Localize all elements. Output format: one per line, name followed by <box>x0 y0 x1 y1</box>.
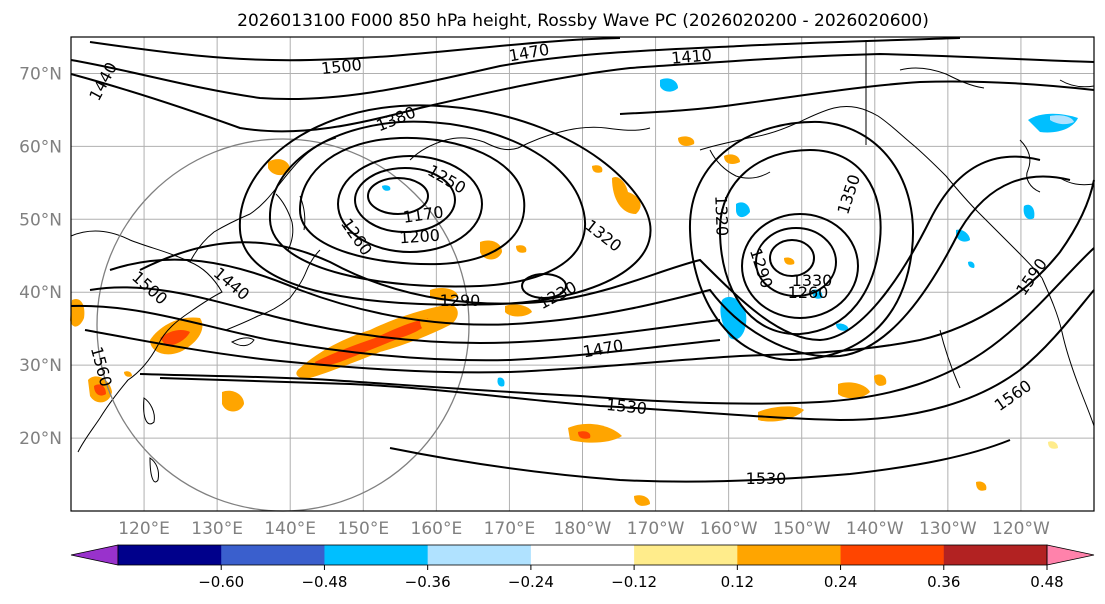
longitude-label: 160°E <box>411 519 463 539</box>
contour-label: 1530 <box>746 469 787 488</box>
longitude-label: 150°E <box>337 519 389 539</box>
colorbar-extend-high <box>1046 544 1095 566</box>
height-contours <box>70 37 1095 483</box>
longitude-label: 160°W <box>700 519 758 539</box>
colorbar-outline <box>117 544 1048 566</box>
latitude-label: 20°N <box>19 429 62 449</box>
contour-label: 1260 <box>788 283 829 302</box>
longitude-label: 170°W <box>627 519 685 539</box>
latitude-label: 40°N <box>19 283 62 303</box>
longitude-label: 140°E <box>264 519 316 539</box>
colorbar-segment <box>943 545 1048 565</box>
map-panel: 1470 1410 1500 1440 1380 1250 1170 1200 … <box>70 36 1095 512</box>
colorbar-tick-label: 0.36 <box>927 573 960 591</box>
longitude-label: 120°E <box>118 519 170 539</box>
colorbar-segment <box>840 545 945 565</box>
latitude-label: 60°N <box>19 137 62 157</box>
colorbar-tick-label: −0.48 <box>301 573 347 591</box>
contour-label: 1320 <box>711 195 731 236</box>
colorbar-segment <box>427 545 532 565</box>
longitude-labels: 120°E 130°E 140°E 150°E 160°E 170°E 180°W 170°W… <box>118 519 1050 539</box>
longitude-label: 130°E <box>191 519 243 539</box>
latitude-label: 30°N <box>19 356 62 376</box>
colorbar-tick-label: −0.60 <box>198 573 244 591</box>
contour-label: 1530 <box>605 395 647 418</box>
negative-anomaly-shading <box>382 78 1078 387</box>
colorbar-tick-label: 0.12 <box>721 573 754 591</box>
longitude-label: 150°W <box>773 519 831 539</box>
figure-title: 2026013100 F000 850 hPa height, Rossby W… <box>237 11 929 31</box>
colorbar-tick-label: −0.12 <box>611 573 657 591</box>
longitude-label: 180°W <box>554 519 612 539</box>
longitude-label: 170°E <box>484 519 536 539</box>
map-frame <box>70 36 1095 512</box>
colorbar-segment <box>118 545 222 565</box>
longitude-label: 120°W <box>992 519 1050 539</box>
colorbar-extend-low <box>70 544 119 566</box>
colorbar-tick-label: 0.48 <box>1030 573 1063 591</box>
contour-label: 1410 <box>670 45 712 67</box>
longitude-label: 130°W <box>919 519 977 539</box>
colorbar: −0.60 −0.48 −0.36 −0.24 −0.12 0.12 0.24 0.36 0.4… <box>70 544 1095 591</box>
latitude-label: 50°N <box>19 210 62 230</box>
colorbar-tick-label: −0.24 <box>508 573 554 591</box>
latitude-label: 70°N <box>19 64 62 84</box>
contour-label: 1200 <box>399 226 441 248</box>
colorbar-segment <box>221 545 325 565</box>
longitude-label: 140°W <box>846 519 904 539</box>
colorbar-segment <box>634 545 738 565</box>
latitude-labels: 20°N 30°N 40°N 50°N 60°N 70°N <box>19 64 62 449</box>
colorbar-segment <box>530 545 635 565</box>
colorbar-tick-label: −0.36 <box>405 573 451 591</box>
colorbar-segment <box>324 545 429 565</box>
contour-label: 1500 <box>320 55 362 78</box>
colorbar-tick-label: 0.24 <box>824 573 857 591</box>
colorbar-segment <box>737 545 842 565</box>
contour-label: 1290 <box>440 291 481 310</box>
contour-label: 1330 <box>792 271 833 290</box>
coastlines <box>70 40 1095 483</box>
